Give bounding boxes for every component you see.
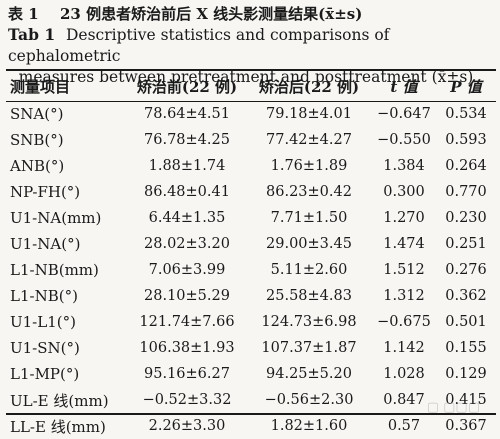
caption-chinese-text: 23 例患者矫治前后 X 线头影测量结果(x̄±s) <box>60 5 363 23</box>
cell-posttreatment: 124.73±6.98 <box>261 314 357 330</box>
table-row: NP-FH(°) 86.48±0.41 86.23±0.42 0.300 0.770 <box>6 179 496 205</box>
table-row: ANB(°) 1.88±1.74 1.76±1.89 1.384 0.264 <box>6 153 496 179</box>
cell-measure: ANB(°) <box>10 157 65 175</box>
table-row: U1-SN(°) 106.38±1.93 107.37±1.87 1.142 0.155 <box>6 335 496 361</box>
cell-pretreatment: 86.48±0.41 <box>144 184 230 200</box>
cell-measure: U1-NA(mm) <box>10 209 102 227</box>
cell-posttreatment: 77.42±4.27 <box>266 132 352 148</box>
cell-p-value: 0.155 <box>445 340 487 356</box>
cell-p-value: 0.230 <box>445 210 487 226</box>
caption-english-line2: measures between pretreatment and posttr… <box>18 68 474 86</box>
table-row: SNA(°) 78.64±4.51 79.18±4.01 −0.647 0.534 <box>6 101 496 127</box>
cell-posttreatment: 7.71±1.50 <box>270 210 348 226</box>
cell-pretreatment: 76.78±4.25 <box>144 132 230 148</box>
cell-measure: U1-L1(°) <box>10 313 76 331</box>
cell-pretreatment: −0.52±3.32 <box>142 392 232 408</box>
cell-pretreatment: 121.74±7.66 <box>139 314 235 330</box>
cell-p-value: 0.415 <box>445 392 487 408</box>
cell-t-value: 1.512 <box>383 262 425 278</box>
cell-measure: U1-SN(°) <box>10 339 80 357</box>
table-row: L1-NB(mm) 7.06±3.99 5.11±2.60 1.512 0.276 <box>6 257 496 283</box>
cell-p-value: 0.501 <box>445 314 487 330</box>
cell-t-value: 1.474 <box>383 236 425 252</box>
cell-measure: NP-FH(°) <box>10 183 81 201</box>
table-top-rule <box>6 69 496 71</box>
cell-posttreatment: 94.25±5.20 <box>266 366 352 382</box>
cell-p-value: 0.593 <box>445 132 487 148</box>
cell-t-value: 0.847 <box>383 392 425 408</box>
caption-chinese: 表 1 23 例患者矫治前后 X 线头影测量结果(x̄±s) <box>8 3 496 24</box>
table-header-rule <box>6 101 496 102</box>
table-row: L1-MP(°) 95.16±6.27 94.25±5.20 1.028 0.129 <box>6 361 496 387</box>
cell-posttreatment: 25.58±4.83 <box>266 288 352 304</box>
cell-pretreatment: 106.38±1.93 <box>139 340 235 356</box>
header-pretreatment: 矫治前(22 例) <box>136 78 238 96</box>
table-row: L1-NB(°) 28.10±5.29 25.58±4.83 1.312 0.362 <box>6 283 496 309</box>
table-row: UL-E 线(mm) −0.52±3.32 −0.56±2.30 0.847 0.415 <box>6 387 496 413</box>
cell-pretreatment: 78.64±4.51 <box>144 106 230 122</box>
cell-posttreatment: −0.56±2.30 <box>264 392 354 408</box>
cell-measure: SNA(°) <box>10 105 64 123</box>
cell-t-value: 1.384 <box>383 158 425 174</box>
cell-p-value: 0.367 <box>445 418 487 434</box>
cell-p-value: 0.534 <box>445 106 487 122</box>
cell-pretreatment: 6.44±1.35 <box>148 210 226 226</box>
cell-measure: LL-E 线(mm) <box>10 417 106 436</box>
cell-t-value: −0.675 <box>377 314 431 330</box>
cell-pretreatment: 28.10±5.29 <box>144 288 230 304</box>
cell-measure: L1-MP(°) <box>10 365 80 383</box>
cell-t-value: 1.142 <box>383 340 425 356</box>
cell-pretreatment: 28.02±3.20 <box>144 236 230 252</box>
cell-posttreatment: 1.76±1.89 <box>270 158 348 174</box>
cell-t-value: −0.550 <box>377 132 431 148</box>
caption-english: Tab 1 Descriptive statistics and comparis… <box>8 24 498 88</box>
header-posttreatment: 矫治后(22 例) <box>258 78 360 96</box>
cell-p-value: 0.362 <box>445 288 487 304</box>
cell-t-value: 1.270 <box>383 210 425 226</box>
header-t-value: t 值 <box>390 78 418 96</box>
cell-p-value: 0.770 <box>445 184 487 200</box>
cell-measure: SNB(°) <box>10 131 64 149</box>
table-row: U1-NA(°) 28.02±3.20 29.00±3.45 1.474 0.251 <box>6 231 496 257</box>
cell-measure: L1-NB(mm) <box>10 261 99 279</box>
cell-p-value: 0.251 <box>445 236 487 252</box>
cell-measure: U1-NA(°) <box>10 235 81 253</box>
watermark: ▢ ▢▢▢ <box>426 400 480 415</box>
cell-t-value: −0.647 <box>377 106 431 122</box>
cell-posttreatment: 79.18±4.01 <box>266 106 352 122</box>
caption-english-label: Tab 1 <box>8 25 56 44</box>
cell-measure: L1-NB(°) <box>10 287 78 305</box>
table-row: SNB(°) 76.78±4.25 77.42±4.27 −0.550 0.593 <box>6 127 496 153</box>
table-row: U1-NA(mm) 6.44±1.35 7.71±1.50 1.270 0.230 <box>6 205 496 231</box>
cell-p-value: 0.129 <box>445 366 487 382</box>
header-measure: 测量项目 <box>10 78 71 96</box>
cell-pretreatment: 95.16±6.27 <box>144 366 230 382</box>
cell-t-value: 1.028 <box>383 366 425 382</box>
cell-t-value: 0.57 <box>387 418 421 434</box>
caption-chinese-label: 表 1 <box>8 5 39 23</box>
cell-posttreatment: 5.11±2.60 <box>270 262 348 278</box>
cell-t-value: 1.312 <box>383 288 425 304</box>
table-row: U1-L1(°) 121.74±7.66 124.73±6.98 −0.675 0.50… <box>6 309 496 335</box>
cell-posttreatment: 107.37±1.87 <box>261 340 357 356</box>
cell-pretreatment: 7.06±3.99 <box>148 262 226 278</box>
caption-english-line1: Descriptive statistics and comparisons o… <box>8 26 390 65</box>
header-p-value: P 值 <box>450 78 482 96</box>
table-header-row: 测量项目 矫治前(22 例) 矫治后(22 例) t 值 P 值 <box>6 72 496 101</box>
cell-p-value: 0.264 <box>445 158 487 174</box>
cell-measure: UL-E 线(mm) <box>10 391 109 410</box>
cell-posttreatment: 1.82±1.60 <box>270 418 348 434</box>
cell-pretreatment: 1.88±1.74 <box>148 158 226 174</box>
cephalometric-table: 测量项目 矫治前(22 例) 矫治后(22 例) t 值 P 值 SNA(°) 7… <box>6 72 496 439</box>
cell-pretreatment: 2.26±3.30 <box>148 418 226 434</box>
cell-posttreatment: 29.00±3.45 <box>266 236 352 252</box>
cell-t-value: 0.300 <box>383 184 425 200</box>
cell-posttreatment: 86.23±0.42 <box>266 184 352 200</box>
cell-p-value: 0.276 <box>445 262 487 278</box>
table-bottom-rule <box>6 413 496 415</box>
table-row: LL-E 线(mm) 2.26±3.30 1.82±1.60 0.57 0.367 <box>6 413 496 439</box>
